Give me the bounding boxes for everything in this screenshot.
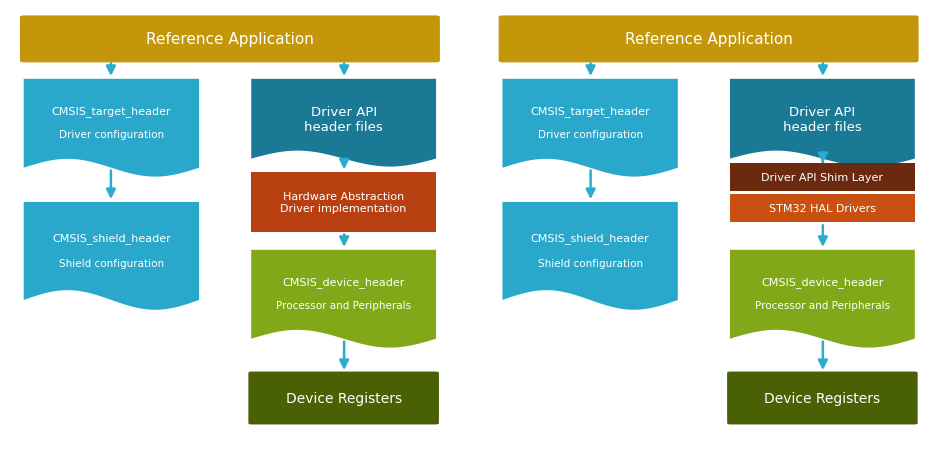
Polygon shape	[502, 80, 678, 177]
Text: CMSIS_device_header: CMSIS_device_header	[283, 277, 405, 288]
Text: Shield configuration: Shield configuration	[538, 258, 643, 268]
Polygon shape	[502, 202, 678, 310]
Text: Driver API
header files: Driver API header files	[304, 106, 383, 133]
Text: STM32 HAL Drivers: STM32 HAL Drivers	[769, 204, 876, 214]
Polygon shape	[730, 80, 915, 167]
Polygon shape	[24, 202, 199, 310]
Text: Shield configuration: Shield configuration	[59, 258, 164, 268]
Text: CMSIS_shield_header: CMSIS_shield_header	[531, 232, 649, 243]
Bar	[730, 164, 915, 192]
Polygon shape	[251, 80, 436, 167]
FancyBboxPatch shape	[727, 372, 918, 425]
Text: Driver API Shim Layer: Driver API Shim Layer	[761, 173, 884, 183]
Text: Driver configuration: Driver configuration	[538, 130, 643, 140]
FancyBboxPatch shape	[20, 16, 440, 63]
FancyBboxPatch shape	[248, 372, 439, 425]
Text: CMSIS_target_header: CMSIS_target_header	[530, 106, 650, 117]
Text: CMSIS_shield_header: CMSIS_shield_header	[52, 232, 171, 243]
Polygon shape	[24, 80, 199, 177]
Text: Processor and Peripherals: Processor and Peripherals	[755, 300, 890, 310]
Text: Device Registers: Device Registers	[285, 391, 402, 405]
Text: Driver API
header files: Driver API header files	[783, 106, 862, 133]
Text: CMSIS_target_header: CMSIS_target_header	[51, 106, 172, 117]
Bar	[251, 173, 436, 232]
Text: Reference Application: Reference Application	[146, 32, 314, 47]
Text: Processor and Peripherals: Processor and Peripherals	[276, 300, 411, 310]
Polygon shape	[730, 250, 915, 348]
FancyBboxPatch shape	[499, 16, 919, 63]
Text: CMSIS_device_header: CMSIS_device_header	[761, 277, 884, 288]
Text: Reference Application: Reference Application	[625, 32, 793, 47]
Text: Hardware Abstraction
Driver implementation: Hardware Abstraction Driver implementati…	[281, 192, 407, 213]
Bar	[730, 195, 915, 223]
Text: Driver configuration: Driver configuration	[59, 130, 164, 140]
Polygon shape	[251, 250, 436, 348]
Text: Device Registers: Device Registers	[764, 391, 881, 405]
